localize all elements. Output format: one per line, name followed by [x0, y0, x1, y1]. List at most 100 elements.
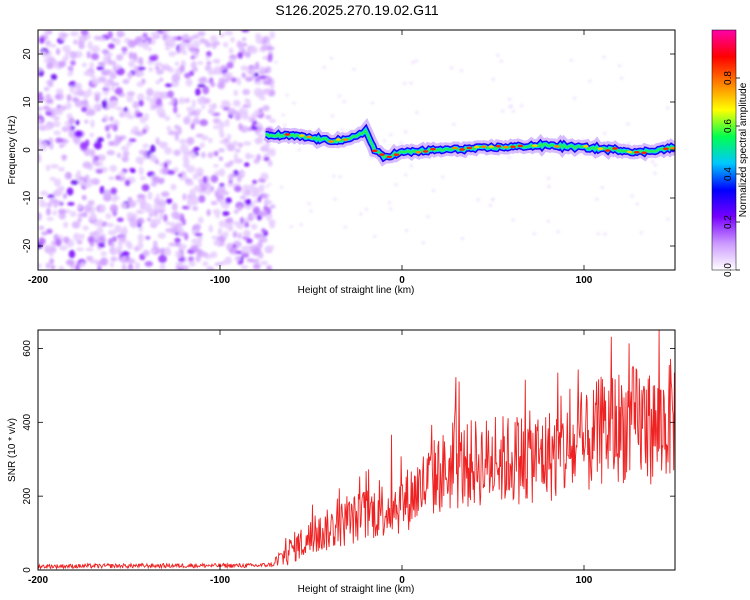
noise-blob: [257, 132, 263, 140]
noise-blob: [340, 128, 344, 132]
noise-blob: [44, 30, 50, 37]
noise-blob: [603, 132, 607, 135]
noise-blob: [45, 164, 51, 172]
noise-blob: [49, 198, 58, 205]
noise-blob: [253, 199, 259, 204]
noise-blob: [67, 65, 74, 72]
noise-blob: [38, 118, 42, 124]
noise-blob: [45, 262, 51, 269]
noise-blob: [226, 61, 234, 69]
noise-blob: [109, 164, 118, 172]
y-tick-label: -10: [22, 190, 33, 205]
noise-blob: [59, 245, 68, 251]
noise-blob: [212, 125, 221, 130]
noise-blob: [119, 176, 126, 182]
noise-blob: [187, 199, 192, 208]
noise-blob: [255, 61, 260, 71]
noise-blob: [192, 206, 199, 211]
signal-peak: [422, 150, 429, 153]
noise-blob: [43, 86, 50, 92]
noise-blob: [224, 218, 233, 223]
noise-blob: [170, 97, 176, 105]
noise-blob: [38, 67, 43, 72]
signal-peak: [495, 144, 502, 148]
noise-blob: [250, 214, 259, 219]
noise-blob: [91, 78, 101, 86]
noise-blob: [109, 71, 117, 80]
noise-blob: [233, 209, 239, 214]
noise-blob: [155, 137, 160, 145]
noise-blob: [168, 242, 178, 247]
noise-blob: [265, 115, 272, 120]
noise-blob: [158, 112, 166, 116]
noise-blob: [66, 187, 74, 196]
noise-blob: [76, 239, 83, 245]
noise-blob: [145, 96, 151, 101]
noise-blob: [74, 130, 83, 138]
noise-blob: [237, 142, 244, 148]
noise-blob: [635, 202, 639, 206]
noise-blob: [426, 215, 430, 219]
noise-blob: [152, 90, 162, 100]
noise-blob: [265, 66, 272, 74]
noise-blob: [60, 33, 69, 38]
noise-blob: [68, 249, 76, 259]
noise-blob: [68, 117, 75, 125]
noise-blob: [261, 228, 266, 234]
noise-blob: [217, 227, 223, 236]
x-tick-label: 100: [576, 275, 593, 286]
noise-blob: [134, 65, 139, 74]
noise-blob: [194, 113, 200, 119]
y-tick-label: 10: [22, 96, 33, 108]
noise-blob: [107, 30, 113, 39]
noise-blob: [72, 96, 79, 103]
noise-blob: [214, 58, 221, 65]
noise-blob: [102, 221, 108, 227]
noise-blob: [603, 232, 607, 236]
noise-blob: [83, 181, 93, 188]
noise-blob: [161, 92, 169, 99]
noise-blob: [236, 40, 243, 49]
noise-blob: [269, 204, 276, 209]
noise-blob: [96, 66, 105, 71]
noise-blob: [70, 30, 79, 37]
noise-blob: [225, 197, 232, 204]
noise-blob: [218, 156, 224, 161]
noise-blob: [127, 200, 137, 208]
signal-peak: [393, 153, 400, 156]
noise-blob: [263, 156, 270, 162]
noise-blob: [38, 106, 43, 111]
noise-blob: [359, 212, 363, 216]
noise-blob: [167, 170, 176, 175]
noise-blob: [104, 69, 113, 74]
noise-blob: [626, 142, 630, 146]
noise-blob: [255, 36, 264, 45]
noise-blob: [213, 164, 219, 168]
noise-blob: [46, 62, 54, 70]
signal-peak: [597, 147, 604, 150]
noise-blob: [108, 140, 115, 147]
noise-blob: [87, 200, 95, 206]
noise-blob: [164, 115, 171, 121]
noise-blob: [50, 264, 56, 270]
noise-blob: [337, 94, 342, 98]
noise-blob: [204, 42, 213, 48]
noise-blob: [192, 34, 200, 39]
noise-blob: [206, 51, 212, 58]
signal-peak: [299, 134, 305, 137]
noise-blob: [52, 210, 58, 216]
noise-blob: [373, 235, 377, 238]
noise-blob: [185, 78, 193, 87]
noise-blob: [160, 191, 169, 198]
noise-blob: [38, 124, 45, 130]
noise-blob: [394, 183, 398, 186]
noise-blob: [389, 207, 393, 211]
noise-blob: [241, 252, 250, 258]
noise-blob: [297, 148, 301, 152]
noise-blob: [198, 77, 206, 84]
noise-blob: [61, 154, 67, 162]
noise-blob: [114, 134, 120, 143]
noise-blob: [269, 118, 276, 123]
noise-blob: [86, 51, 91, 59]
signal-peak: [415, 151, 422, 154]
